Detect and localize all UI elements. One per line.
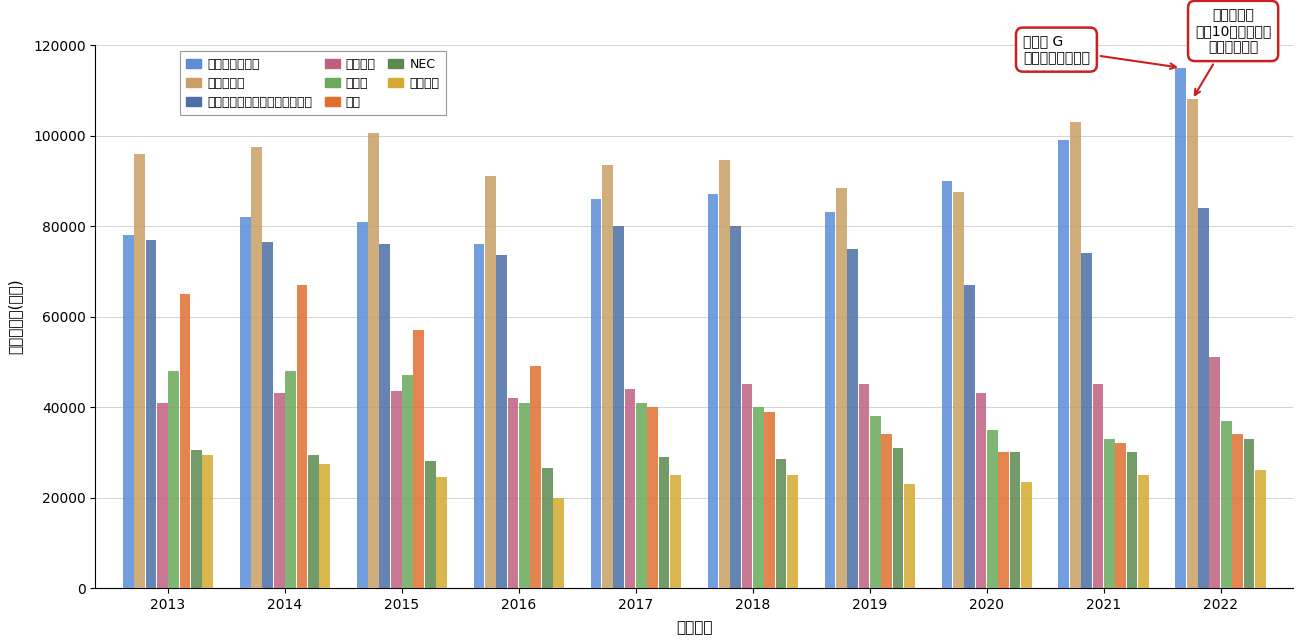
- Bar: [552, 498, 564, 588]
- Bar: [1138, 475, 1149, 588]
- Bar: [263, 242, 273, 588]
- Bar: [1244, 438, 1254, 588]
- Bar: [425, 462, 436, 588]
- X-axis label: （年度）: （年度）: [676, 620, 712, 635]
- Bar: [251, 147, 261, 588]
- Bar: [602, 165, 612, 588]
- Bar: [614, 226, 624, 588]
- Bar: [473, 244, 485, 588]
- Bar: [941, 181, 953, 588]
- Bar: [1092, 385, 1104, 588]
- Bar: [753, 407, 764, 588]
- Bar: [308, 455, 318, 588]
- Bar: [1175, 67, 1186, 588]
- Bar: [1104, 438, 1114, 588]
- Bar: [285, 371, 296, 588]
- Bar: [893, 447, 903, 588]
- Bar: [380, 244, 390, 588]
- Bar: [437, 477, 447, 588]
- Bar: [965, 285, 975, 588]
- Bar: [776, 459, 786, 588]
- Bar: [191, 450, 202, 588]
- Bar: [1115, 443, 1126, 588]
- Bar: [786, 475, 798, 588]
- Bar: [670, 475, 681, 588]
- Bar: [356, 221, 368, 588]
- Bar: [402, 376, 413, 588]
- Bar: [497, 256, 507, 588]
- Bar: [1232, 434, 1243, 588]
- Bar: [590, 199, 602, 588]
- Bar: [239, 217, 251, 588]
- Bar: [1209, 357, 1221, 588]
- Bar: [530, 367, 541, 588]
- Bar: [858, 385, 870, 588]
- Bar: [903, 484, 915, 588]
- Bar: [731, 226, 741, 588]
- Bar: [179, 294, 190, 588]
- Bar: [519, 403, 530, 588]
- Bar: [274, 394, 285, 588]
- Bar: [1187, 100, 1197, 588]
- Bar: [764, 412, 775, 588]
- Bar: [485, 177, 495, 588]
- Legend: ソニーグループ, 日立製作所, パナソニックホールディングス, 三菱電機, 富士通, 東芝, NEC, シャープ: ソニーグループ, 日立製作所, パナソニックホールディングス, 三菱電機, 富士…: [179, 51, 446, 116]
- Bar: [707, 195, 719, 588]
- Bar: [146, 239, 156, 588]
- Bar: [1082, 253, 1092, 588]
- Bar: [1199, 208, 1209, 588]
- Bar: [1070, 122, 1080, 588]
- Bar: [368, 134, 378, 588]
- Bar: [647, 407, 658, 588]
- Bar: [1221, 421, 1231, 588]
- Bar: [542, 468, 552, 588]
- Bar: [203, 455, 213, 588]
- Bar: [848, 248, 858, 588]
- Bar: [320, 464, 330, 588]
- Bar: [122, 235, 134, 588]
- Bar: [1254, 471, 1266, 588]
- Bar: [987, 429, 997, 588]
- Bar: [975, 394, 987, 588]
- Bar: [636, 403, 647, 588]
- Bar: [659, 457, 670, 588]
- Bar: [1010, 452, 1020, 588]
- Text: ソニー G
過去最高の売上高: ソニー G 過去最高の売上高: [1023, 35, 1175, 69]
- Bar: [824, 213, 836, 588]
- Bar: [998, 452, 1009, 588]
- Bar: [953, 192, 963, 588]
- Bar: [157, 403, 168, 588]
- Bar: [1058, 140, 1070, 588]
- Y-axis label: 研究開発費(億円): 研究開発費(億円): [6, 279, 22, 354]
- Bar: [1127, 452, 1138, 588]
- Bar: [742, 385, 753, 588]
- Bar: [413, 330, 424, 588]
- Bar: [296, 285, 307, 588]
- Bar: [391, 391, 402, 588]
- Bar: [870, 416, 880, 588]
- Bar: [508, 398, 519, 588]
- Bar: [134, 153, 144, 588]
- Bar: [625, 389, 636, 588]
- Bar: [881, 434, 892, 588]
- Bar: [1020, 482, 1032, 588]
- Bar: [836, 187, 846, 588]
- Bar: [168, 371, 179, 588]
- Bar: [719, 160, 729, 588]
- Text: 日立製作所
過去10年における
最高の売上高: 日立製作所 過去10年における 最高の売上高: [1195, 8, 1271, 95]
